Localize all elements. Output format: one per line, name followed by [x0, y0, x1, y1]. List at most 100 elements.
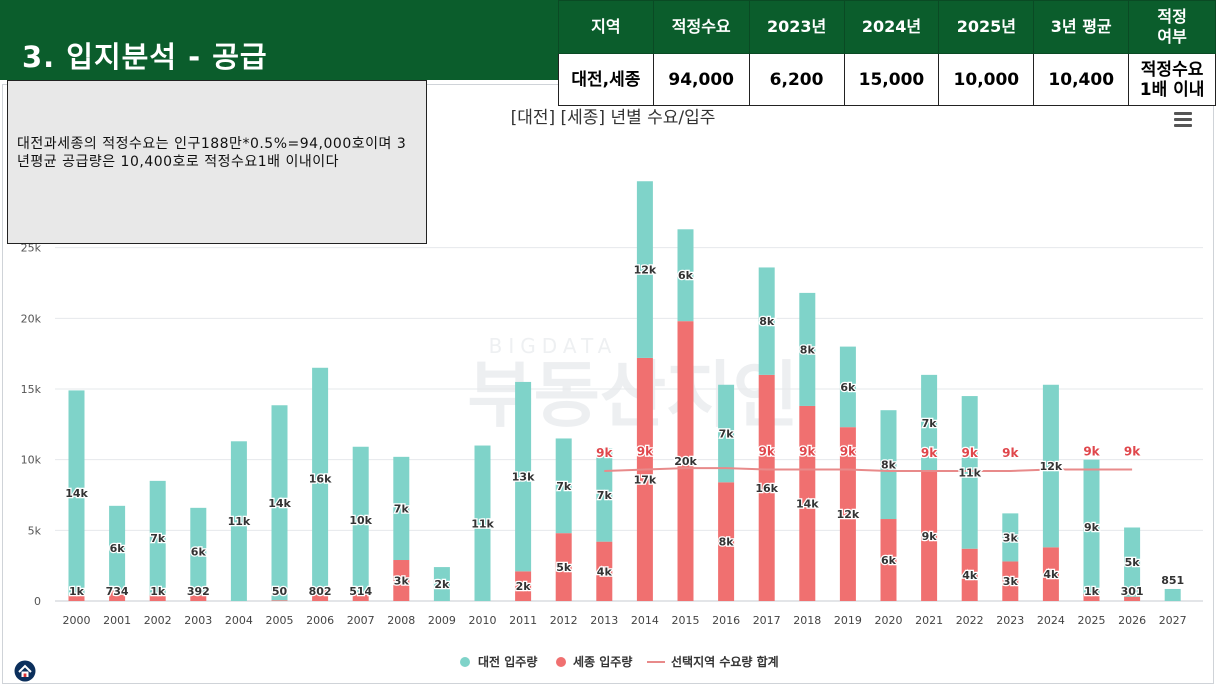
sejong-data-label: 50	[272, 585, 288, 598]
daejeon-bar	[1083, 459, 1100, 594]
daejeon-data-label: 10k	[349, 514, 372, 527]
home-icon[interactable]	[14, 660, 36, 682]
demand-data-label: 9k	[962, 446, 979, 460]
demand-data-label: 9k	[1002, 446, 1019, 460]
daejeon-bar	[1124, 527, 1141, 597]
daejeon-data-label: 11k	[958, 466, 981, 479]
x-tick-label: 2000	[63, 614, 91, 627]
x-tick-label: 2024	[1037, 614, 1065, 627]
sejong-data-label: 734	[106, 585, 129, 598]
legend-sejong-label: 세종 입주량	[573, 654, 632, 669]
x-tick-label: 2018	[793, 614, 821, 627]
daejeon-data-label: 8k	[881, 459, 897, 472]
daejeon-bar	[799, 292, 816, 406]
x-tick-label: 2005	[266, 614, 294, 627]
sejong-bar	[190, 595, 207, 601]
daejeon-data-label: 2k	[434, 578, 450, 591]
demand-data-label: 9k	[759, 445, 776, 459]
sejong-data-label: 5k	[556, 561, 572, 574]
x-tick-label: 2026	[1118, 614, 1146, 627]
summary-header-cell: 3년 평균	[1033, 0, 1130, 54]
sejong-bar	[515, 571, 532, 601]
daejeon-bar	[149, 480, 166, 596]
daejeon-data-label: 9k	[1084, 521, 1100, 534]
x-tick-label: 2015	[672, 614, 700, 627]
sejong-data-label: 17k	[634, 473, 657, 486]
daejeon-bar	[1164, 588, 1181, 601]
summary-header-cell: 2024년	[843, 0, 940, 54]
summary-data-cell: 대전,세종	[558, 53, 654, 106]
daejeon-bar	[109, 505, 126, 591]
sejong-data-label: 8k	[719, 536, 735, 549]
demand-data-label: 9k	[637, 445, 654, 459]
daejeon-bar	[880, 410, 897, 520]
sejong-data-label: 4k	[1043, 568, 1059, 581]
chart-title: [대전] [세종] 년별 수요/입주	[511, 108, 716, 128]
sejong-bar	[352, 593, 369, 601]
daejeon-data-label: 14k	[65, 487, 88, 500]
x-tick-label: 2017	[753, 614, 781, 627]
daejeon-bar	[636, 181, 653, 358]
daejeon-data-label: 7k	[150, 532, 166, 545]
x-tick-label: 2025	[1078, 614, 1106, 627]
sejong-bar	[271, 600, 288, 601]
daejeon-bar	[271, 405, 288, 601]
sejong-data-label: 20k	[674, 455, 697, 468]
sejong-data-label: 12k	[837, 508, 860, 521]
y-tick-label: 15k	[21, 383, 42, 396]
x-tick-label: 2014	[631, 614, 659, 627]
summary-table: 지역 적정수요 2023년 2024년 2025년 3년 평균 적정 여부 대전,세종 94,0…	[558, 0, 1216, 106]
summary-data-row: 대전,세종 94,000 6,200 15,000 10,000 10,400 적정수요 1배…	[558, 53, 1216, 106]
sejong-bar	[1124, 596, 1141, 601]
daejeon-data-label: 6k	[191, 546, 207, 559]
daejeon-bar	[839, 346, 856, 428]
sejong-bar	[799, 405, 816, 601]
x-tick-label: 2022	[956, 614, 984, 627]
daejeon-bar	[352, 446, 369, 594]
daejeon-data-label: 6k	[678, 269, 694, 282]
daejeon-bar	[718, 384, 735, 483]
sejong-data-label: 392	[187, 585, 210, 598]
sejong-bar	[1042, 547, 1059, 601]
hamburger-menu-icon[interactable]	[1174, 112, 1192, 128]
sejong-bar	[718, 482, 735, 601]
y-tick-label: 10k	[21, 454, 42, 467]
sejong-bar	[596, 541, 613, 601]
daejeon-data-label: 14k	[268, 497, 291, 510]
x-tick-label: 2023	[996, 614, 1024, 627]
x-tick-label: 2012	[550, 614, 578, 627]
daejeon-data-label: 12k	[634, 264, 657, 277]
sejong-data-label: 1k	[1084, 585, 1100, 598]
daejeon-data-label: 7k	[719, 428, 735, 441]
legend-sejong-marker	[556, 657, 566, 667]
summary-header-cell: 2025년	[938, 0, 1035, 54]
watermark-subtitle: BIGDATA	[489, 334, 618, 358]
daejeon-bar	[433, 567, 450, 601]
summary-data-cell: 6,200	[748, 53, 845, 106]
sejong-bar	[758, 374, 775, 601]
daejeon-bar	[677, 229, 694, 322]
sejong-bar	[880, 519, 897, 601]
sejong-data-label: 4k	[962, 569, 978, 582]
sejong-bar	[312, 589, 329, 601]
summary-header-cell: 적정수요	[652, 0, 750, 54]
sejong-data-label: 301	[1121, 585, 1144, 598]
x-tick-label: 2016	[712, 614, 740, 627]
summary-header-cell: 2023년	[748, 0, 845, 54]
x-tick-label: 2004	[225, 614, 253, 627]
sejong-data-label: 1k	[69, 585, 85, 598]
sejong-bar	[68, 595, 85, 601]
legend-demand-label: 선택지역 수요량 합계	[671, 654, 779, 669]
daejeon-bar	[190, 507, 207, 596]
sejong-data-label: 3k	[394, 575, 410, 588]
x-tick-label: 2003	[184, 614, 212, 627]
daejeon-data-label: 3k	[1003, 531, 1019, 544]
x-tick-label: 2009	[428, 614, 456, 627]
daejeon-data-label: 11k	[471, 517, 494, 530]
x-tick-label: 2019	[834, 614, 862, 627]
x-tick-label: 2002	[144, 614, 172, 627]
daejeon-bar	[961, 396, 978, 549]
daejeon-data-label: 7k	[556, 480, 572, 493]
summary-data-cell: 94,000	[652, 53, 750, 106]
daejeon-bar	[515, 381, 532, 572]
